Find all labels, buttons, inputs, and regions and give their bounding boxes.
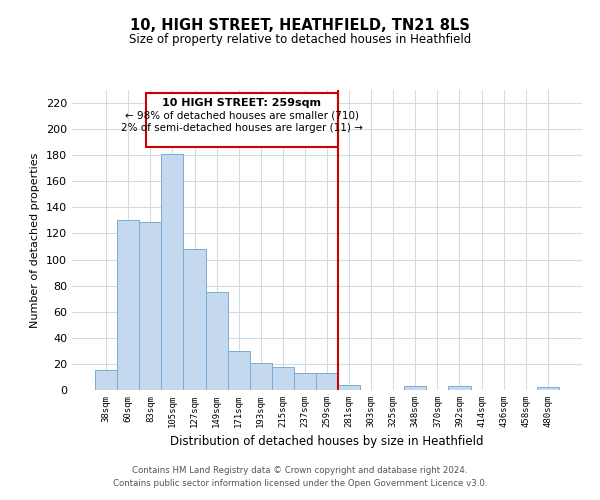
Text: ← 98% of detached houses are smaller (710): ← 98% of detached houses are smaller (71… [125, 111, 359, 121]
Bar [206, 292, 227, 390]
X-axis label: Distribution of detached houses by size in Heathfield: Distribution of detached houses by size … [170, 436, 484, 448]
Bar [117, 220, 139, 390]
Bar [95, 370, 117, 390]
Bar [294, 373, 316, 390]
Bar [338, 385, 360, 390]
Bar [250, 362, 272, 390]
Text: Size of property relative to detached houses in Heathfield: Size of property relative to detached ho… [129, 32, 471, 46]
Bar [448, 386, 470, 390]
Text: 10, HIGH STREET, HEATHFIELD, TN21 8LS: 10, HIGH STREET, HEATHFIELD, TN21 8LS [130, 18, 470, 32]
FancyBboxPatch shape [146, 92, 338, 148]
Bar [404, 386, 427, 390]
Bar [227, 351, 250, 390]
Bar [161, 154, 184, 390]
Y-axis label: Number of detached properties: Number of detached properties [31, 152, 40, 328]
Bar [316, 373, 338, 390]
Bar [272, 366, 294, 390]
Text: 10 HIGH STREET: 259sqm: 10 HIGH STREET: 259sqm [163, 98, 322, 108]
Text: Contains HM Land Registry data © Crown copyright and database right 2024.
Contai: Contains HM Land Registry data © Crown c… [113, 466, 487, 487]
Bar [537, 388, 559, 390]
Text: 2% of semi-detached houses are larger (11) →: 2% of semi-detached houses are larger (1… [121, 122, 363, 132]
Bar [184, 249, 206, 390]
Bar [139, 222, 161, 390]
